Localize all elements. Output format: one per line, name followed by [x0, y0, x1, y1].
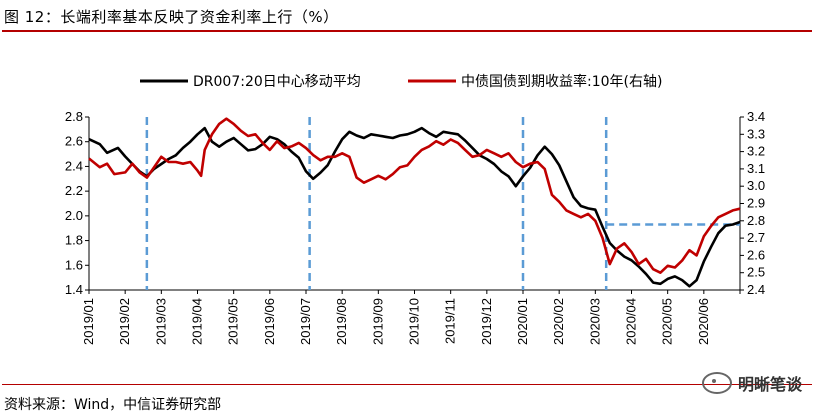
- y-right-tick-label: 3.3: [747, 126, 765, 141]
- y-right-tick-label: 3.4: [747, 109, 765, 124]
- legend-label-dr007: DR007:20日中心移动平均: [193, 74, 361, 90]
- y-right-tick-label: 3.0: [747, 178, 765, 193]
- x-tick-label: 2020/02: [551, 298, 566, 345]
- y-left-tick-label: 1.6: [65, 257, 83, 272]
- brand-name: 明晰笔谈: [737, 375, 802, 394]
- x-tick-label: 2020/06: [696, 298, 711, 345]
- x-tick-label: 2019/07: [298, 298, 313, 345]
- x-tick-label: 2019/02: [117, 298, 132, 345]
- y-right-tick-label: 2.6: [747, 247, 765, 262]
- y-left-tick-label: 2.4: [65, 158, 83, 173]
- x-tick-label: 2020/05: [660, 298, 675, 345]
- y-right-tick-label: 2.7: [747, 230, 765, 245]
- series-line-dr007: [88, 126, 741, 288]
- brand-watermark: 明晰笔谈: [701, 371, 802, 395]
- x-tick-label: 2019/12: [479, 298, 494, 345]
- x-tick-label: 2019/01: [81, 298, 96, 345]
- x-tick-label: 2019/03: [153, 298, 168, 345]
- x-tick-label: 2019/11: [443, 298, 458, 344]
- x-tick-label: 2019/09: [370, 298, 385, 345]
- wechat-icon: [701, 372, 732, 394]
- y-right-tick-label: 2.9: [747, 196, 765, 211]
- x-tick-label: 2019/10: [407, 298, 422, 345]
- chart-axes: 2.8 2.6 2.4 2.2 2.0 1.8 1.6 1.4 3.4 3.3 3.2 3.1 3.0 2…: [65, 109, 765, 345]
- y-left-tick-label: 2.0: [65, 208, 83, 223]
- x-tick-label: 2019/04: [190, 298, 205, 345]
- chart-legend: DR007:20日中心移动平均 中债国债到期收益率:10年(右轴): [140, 73, 662, 90]
- figure-title: 图 12：长端利率基本反映了资金利率上行（%）: [4, 8, 339, 26]
- y-right-tick-label: 2.5: [747, 265, 765, 280]
- x-tick-label: 2019/05: [226, 298, 241, 345]
- y-left-tick-label: 1.8: [65, 233, 83, 248]
- x-tick-label: 2019/08: [334, 298, 349, 345]
- x-tick-label: 2020/01: [515, 298, 530, 345]
- y-left-tick-label: 2.6: [65, 134, 83, 149]
- legend-label-bond-yield: 中债国债到期收益率:10年(右轴): [461, 73, 662, 90]
- dashed-markers: [145, 117, 740, 290]
- x-tick-label: 2020/04: [624, 298, 639, 345]
- y-left-tick-label: 2.8: [65, 109, 83, 124]
- y-right-tick-label: 2.4: [747, 282, 765, 297]
- title-divider: [2, 30, 812, 32]
- series-line-bond-yield: [88, 117, 741, 274]
- x-tick-label: 2019/06: [262, 298, 277, 345]
- y-left-tick-label: 2.2: [65, 183, 83, 198]
- y-left-tick-label: 1.4: [65, 282, 83, 297]
- y-right-tick-label: 3.2: [747, 144, 765, 159]
- source-note: 资料来源：Wind，中信证券研究部: [4, 397, 222, 413]
- x-tick-label: 2020/03: [587, 298, 602, 345]
- y-right-tick-label: 2.8: [747, 213, 765, 228]
- y-right-tick-label: 3.1: [747, 161, 765, 176]
- footer-divider: [2, 384, 812, 385]
- series-lines: [88, 117, 741, 288]
